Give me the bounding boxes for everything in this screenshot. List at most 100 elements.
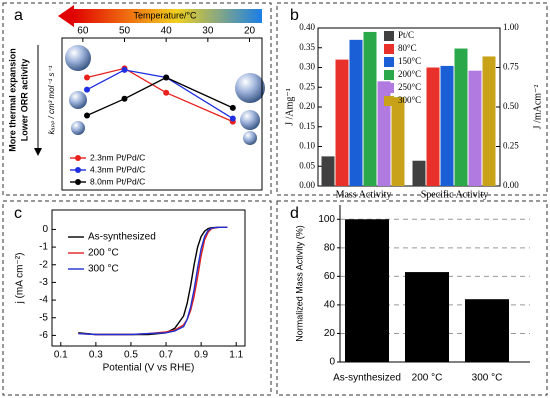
y2-tick-label: 0.00 <box>503 180 519 190</box>
y-tick-label: 0 <box>329 357 335 368</box>
y-tick-label: 0.30 <box>299 62 315 72</box>
x-tick-label: 0.9 <box>194 350 208 361</box>
y-tick-label: -4 <box>39 295 48 306</box>
x-tick-label: 30 <box>202 26 214 37</box>
bar <box>363 31 377 187</box>
y-tick-label: 0.20 <box>299 101 315 111</box>
nanoparticles <box>65 45 265 145</box>
y-tick-label: 0.25 <box>299 81 315 91</box>
y-tick-label: 0.05 <box>299 160 315 170</box>
y-tick-label: 0.40 <box>299 22 315 32</box>
marker <box>121 66 128 73</box>
y-axis-label: Normalized Mass Activity (%) <box>294 225 304 342</box>
legend-label: 4.3nm Pt/Pd/C <box>90 164 145 174</box>
bar <box>465 299 509 362</box>
panel-frame <box>276 200 548 396</box>
legend-swatch <box>384 96 394 106</box>
bar <box>391 97 405 186</box>
bar <box>468 70 482 186</box>
bar <box>335 59 349 186</box>
bar <box>377 81 391 186</box>
bar <box>482 56 496 186</box>
bar <box>454 48 468 186</box>
sphere <box>71 121 85 135</box>
legend-marker <box>75 167 81 173</box>
plot-frame <box>61 37 263 191</box>
legend-marker <box>75 155 81 161</box>
x-tick-label: 20 <box>244 26 256 37</box>
x-axis-label: Potential (V vs RHE) <box>103 363 195 374</box>
colorbar-title: Temperature/°C <box>133 10 197 20</box>
marker <box>229 104 236 111</box>
panel-label: d <box>290 205 299 222</box>
legend-swatch <box>384 44 394 54</box>
x-tick-label: 200 °C <box>412 373 443 384</box>
y-tick-label: 100 <box>318 214 335 225</box>
series-line <box>86 69 234 120</box>
annotation: More thermal expansion <box>7 48 17 152</box>
x-tick-label: Specific Activity <box>421 189 489 200</box>
legend-label: Pt/C <box>398 30 414 40</box>
y-tick-label: 0.15 <box>299 121 315 131</box>
y2-tick-label: 1.00 <box>503 22 519 32</box>
panel-label: b <box>290 7 299 24</box>
x-tick-label: 300 °C <box>472 373 503 384</box>
y-tick-label: 20 <box>324 328 336 339</box>
y-tick-label: 0.10 <box>299 141 315 151</box>
legend-label: 250°C <box>398 82 421 92</box>
trend-arrow-head <box>34 148 42 156</box>
legend-label: As-synthesized <box>88 232 156 243</box>
marker <box>84 112 90 119</box>
panel-frame <box>2 2 272 196</box>
panel-label: c <box>14 205 22 222</box>
sphere <box>240 110 260 130</box>
legend-label: 150°C <box>398 56 421 66</box>
x-tick-label: 0.1 <box>54 350 68 361</box>
annotation: Lower ORR activity <box>19 59 29 142</box>
x-tick-label: 0.5 <box>124 350 138 361</box>
marker <box>121 95 128 102</box>
y2-tick-label: 0.75 <box>503 62 519 72</box>
y-tick-label: 0.35 <box>299 42 315 52</box>
marker <box>229 115 236 122</box>
legend-label: 2.3nm Pt/Pd/C <box>90 152 145 162</box>
marker <box>84 86 90 93</box>
marker <box>163 89 170 96</box>
y2-tick-label: 0.50 <box>503 101 519 111</box>
marker <box>163 74 170 81</box>
series-line <box>86 76 234 117</box>
y-axis-label: J /Amg⁻¹ <box>284 88 295 125</box>
series-line <box>78 226 228 336</box>
bar <box>426 67 440 186</box>
y-tick-label: -1 <box>39 242 48 253</box>
legend-label: 80°C <box>398 43 417 53</box>
x-tick-label: Mass Activity <box>336 189 392 200</box>
x-tick-label: 40 <box>161 26 173 37</box>
panel-frame <box>2 200 272 396</box>
bar <box>345 219 389 362</box>
legend-swatch <box>384 70 394 80</box>
y-tick-label: 80 <box>324 242 336 253</box>
bar <box>321 156 335 186</box>
y2-tick-label: 0.25 <box>503 141 519 151</box>
legend-swatch <box>384 57 394 67</box>
y-tick-label: 0 <box>42 224 48 235</box>
plot-frame <box>51 209 246 347</box>
marker <box>84 74 90 81</box>
temperature-arrow <box>58 5 74 27</box>
x-tick-label: 0.7 <box>159 350 173 361</box>
sphere <box>69 91 87 109</box>
legend-marker <box>75 179 81 185</box>
panel-frame <box>276 2 548 196</box>
legend-swatch <box>384 31 394 41</box>
y-tick-label: -6 <box>39 330 48 341</box>
bar <box>412 160 426 186</box>
y-tick-label: -2 <box>39 259 48 270</box>
y-axis-label: j (mA cm⁻²) <box>15 253 26 305</box>
temperature-bar <box>72 9 262 23</box>
legend-label: 8.0nm Pt/Pd/C <box>90 176 145 186</box>
series-line <box>78 226 228 336</box>
legend-label: 300 °C <box>88 264 119 275</box>
